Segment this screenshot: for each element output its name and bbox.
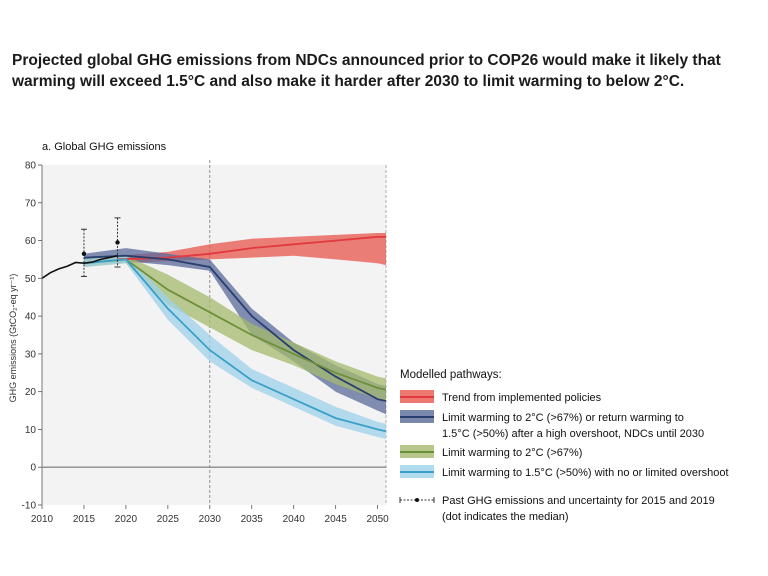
y-tick-label: 80 (25, 161, 37, 172)
series-line-1 (83, 254, 387, 402)
historical-line (41, 254, 118, 279)
y-tick-label: 60 (25, 236, 37, 247)
historical-emissions (41, 217, 121, 279)
legend-label-0: Trend from implemented policies (442, 392, 602, 404)
y-tick-label: 30 (25, 349, 37, 360)
y-tick-label: 10 (25, 425, 37, 436)
headline-line-2: warming will exceed 1.5°C and also make … (12, 73, 685, 90)
legend-label-1: Limit warming to 2°C (>67%) or return wa… (442, 412, 684, 424)
legend-label-3: Limit warming to 1.5°C (>50%) with no or… (442, 467, 729, 479)
series-band-3 (84, 255, 386, 439)
pathway-lines (83, 235, 387, 433)
x-tick-label: 2010 (31, 514, 54, 525)
uncertainty-median-dot (81, 251, 87, 256)
y-axis-label: GHG emissions (GtCO₂-eq yr⁻¹) (8, 274, 18, 403)
x-tick-label: 2030 (199, 514, 222, 525)
y-tick-label: 50 (25, 274, 37, 285)
legend-past-label: Past GHG emissions and uncertainty for 2… (442, 495, 715, 507)
uncertainty-median-dot (115, 240, 120, 245)
legend-heading: Modelled pathways: (400, 369, 502, 381)
y-tick-label: 70 (25, 198, 37, 209)
y-tick-label: -10 (22, 501, 37, 512)
panel-title: a. Global GHG emissions (42, 141, 167, 153)
x-tick-label: 2045 (325, 514, 348, 525)
grid (209, 160, 387, 505)
y-tick-label: 20 (25, 387, 37, 398)
x-tick-label: 2035 (241, 514, 264, 525)
y-tick-label: 40 (25, 312, 37, 323)
headline-line-1: Projected global GHG emissions from NDCs… (12, 52, 721, 69)
x-tick-label: 2025 (157, 514, 180, 525)
plot-area (42, 165, 386, 505)
legend: Modelled pathways: Trend from implemented… (399, 369, 729, 523)
x-tick-label: 2040 (283, 514, 306, 525)
series-line-0 (117, 235, 386, 261)
headline: Projected global GHG emissions from NDCs… (12, 50, 752, 92)
legend-past-dot (415, 498, 419, 502)
series-line-3 (83, 258, 387, 433)
legend-label-2: Limit warming to 2°C (>67%) (442, 447, 582, 459)
y-tick-label: 0 (30, 463, 36, 474)
legend-past-note: (dot indicates the median) (442, 511, 569, 523)
x-tick-label: 2020 (115, 514, 138, 525)
x-tick-label: 2050 (366, 514, 389, 525)
series-line-2 (83, 258, 387, 391)
x-tick-label: 2015 (73, 514, 96, 525)
pathway-bands (84, 233, 386, 439)
legend-label-1: 1.5°C (>50%) after a high overshoot, NDC… (442, 428, 704, 440)
